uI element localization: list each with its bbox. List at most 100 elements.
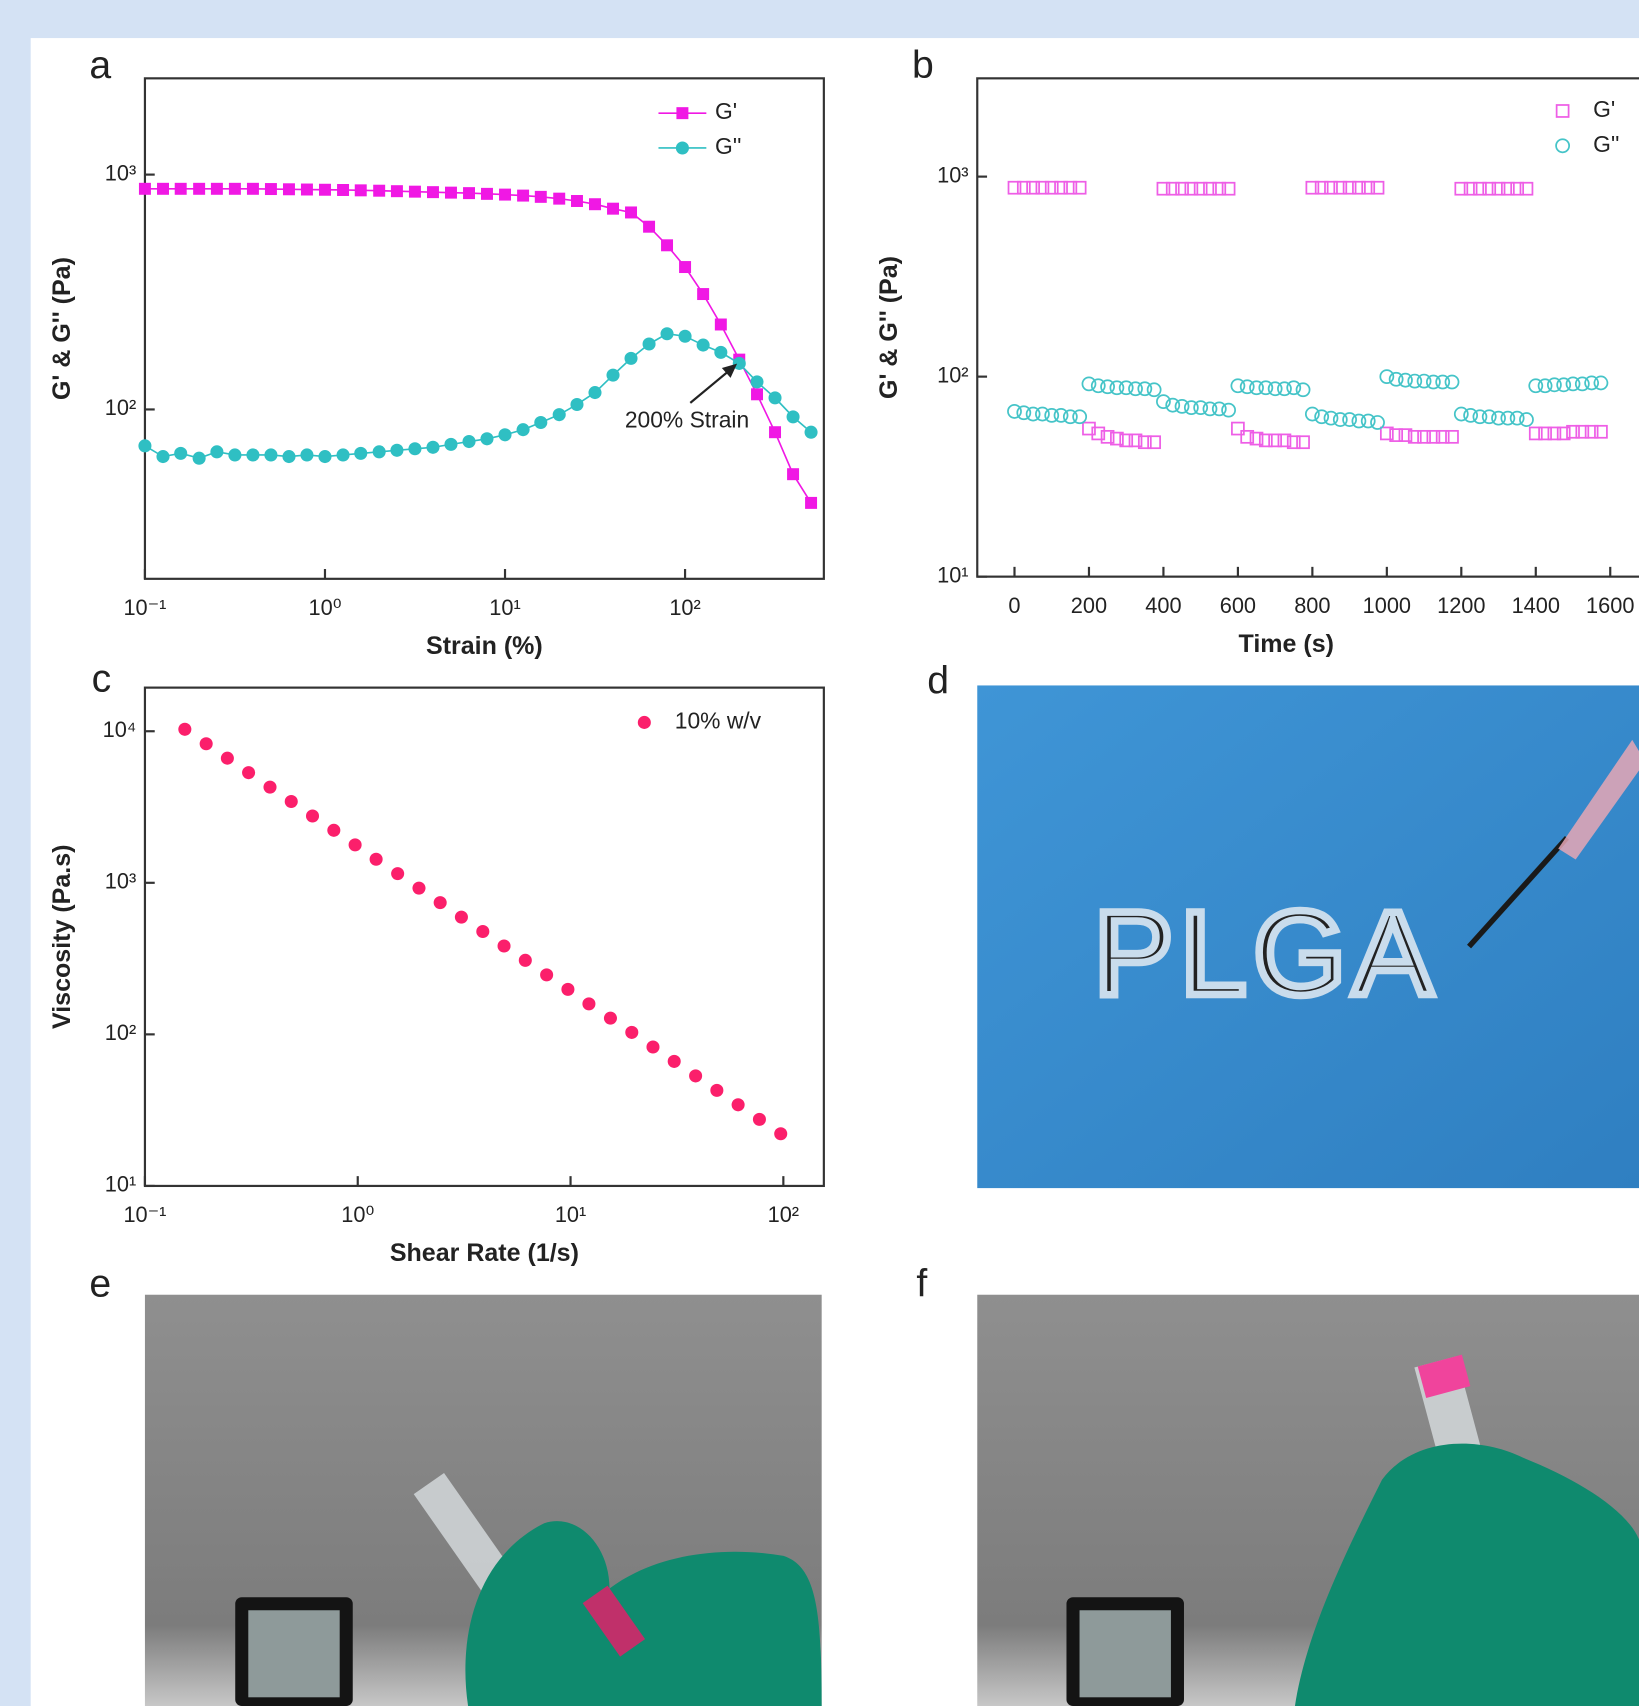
x-tick-label: 1000 bbox=[1363, 593, 1411, 618]
data-point bbox=[390, 444, 403, 457]
data-point bbox=[643, 337, 656, 350]
annotation: 200% Strain bbox=[625, 406, 749, 432]
data-point bbox=[805, 497, 817, 509]
data-point bbox=[282, 450, 295, 463]
data-point bbox=[499, 189, 511, 201]
data-point bbox=[534, 416, 547, 429]
data-point bbox=[805, 426, 818, 439]
data-point bbox=[327, 824, 340, 837]
data-point bbox=[301, 184, 313, 196]
data-point bbox=[175, 183, 187, 195]
figure: d PLGA e f a10⁻¹10⁰10¹10²10²10³Strain (%… bbox=[0, 0, 1639, 1706]
data-point bbox=[265, 183, 277, 195]
data-point bbox=[228, 448, 241, 461]
data-point bbox=[306, 809, 319, 822]
x-tick-label: 10⁻¹ bbox=[123, 1202, 166, 1227]
data-point bbox=[714, 346, 727, 359]
data-point bbox=[444, 438, 457, 451]
data-point bbox=[391, 185, 403, 197]
y-tick-label: 10¹ bbox=[105, 1172, 136, 1197]
legend-label: G'' bbox=[715, 133, 741, 159]
data-point bbox=[193, 183, 205, 195]
data-point bbox=[264, 448, 277, 461]
data-point bbox=[319, 184, 331, 196]
photo-d: d PLGA bbox=[927, 660, 1639, 1188]
data-point bbox=[604, 1012, 617, 1025]
data-point bbox=[769, 391, 782, 404]
x-tick-label: 200 bbox=[1071, 593, 1107, 618]
y-tick-label: 10² bbox=[105, 395, 136, 420]
panel-label: b bbox=[912, 44, 934, 87]
data-point bbox=[427, 186, 439, 198]
legend-label: 10% w/v bbox=[675, 707, 762, 733]
panel-label: f bbox=[916, 1262, 927, 1305]
data-point bbox=[517, 190, 529, 202]
data-point bbox=[445, 187, 457, 199]
data-point bbox=[540, 968, 553, 981]
data-point bbox=[178, 723, 191, 736]
data-point bbox=[553, 193, 565, 205]
data-point bbox=[774, 1127, 787, 1140]
panel-label: c bbox=[92, 657, 112, 700]
x-tick-label: 1600 bbox=[1586, 593, 1634, 618]
data-point bbox=[300, 448, 313, 461]
panel-label: e bbox=[89, 1262, 111, 1305]
y-axis-label: Viscosity (Pa.s) bbox=[48, 845, 76, 1029]
y-tick-label: 10³ bbox=[105, 869, 136, 894]
data-point bbox=[589, 198, 601, 210]
data-point bbox=[643, 221, 655, 233]
y-axis-label: G' & G'' (Pa) bbox=[48, 257, 76, 400]
data-point bbox=[679, 261, 691, 273]
data-point bbox=[769, 426, 781, 438]
x-tick-label: 10⁰ bbox=[341, 1202, 374, 1227]
data-point bbox=[373, 185, 385, 197]
x-tick-label: 10² bbox=[669, 595, 700, 620]
legend-label: G' bbox=[715, 98, 737, 124]
y-axis-label: G' & G'' (Pa) bbox=[875, 256, 903, 399]
legend-marker bbox=[676, 141, 689, 154]
data-point bbox=[462, 435, 475, 448]
y-tick-label: 10³ bbox=[105, 160, 136, 185]
data-point bbox=[246, 448, 259, 461]
x-tick-label: 10⁰ bbox=[309, 595, 342, 620]
x-tick-label: 10⁻¹ bbox=[123, 595, 166, 620]
data-point bbox=[263, 781, 276, 794]
data-point bbox=[247, 183, 259, 195]
data-point bbox=[625, 1026, 638, 1039]
thermometer-display bbox=[1080, 1610, 1171, 1697]
data-point bbox=[571, 195, 583, 207]
data-point bbox=[732, 1098, 745, 1111]
data-point bbox=[156, 450, 169, 463]
data-point bbox=[753, 1113, 766, 1126]
data-point bbox=[661, 327, 674, 340]
data-point bbox=[606, 369, 619, 382]
data-point bbox=[750, 375, 763, 388]
x-tick-label: 600 bbox=[1220, 593, 1256, 618]
data-point bbox=[570, 398, 583, 411]
data-point bbox=[668, 1055, 681, 1068]
legend-label: G'' bbox=[1593, 131, 1619, 157]
x-tick-label: 800 bbox=[1294, 593, 1330, 618]
x-tick-label: 0 bbox=[1008, 593, 1020, 618]
data-point bbox=[283, 183, 295, 195]
data-point bbox=[211, 183, 223, 195]
data-point bbox=[498, 939, 511, 952]
x-axis-label: Time (s) bbox=[1239, 630, 1334, 658]
data-point bbox=[519, 954, 532, 967]
x-tick-label: 10¹ bbox=[489, 595, 520, 620]
data-point bbox=[349, 838, 362, 851]
photo-f: f bbox=[916, 1262, 1639, 1706]
data-point bbox=[285, 795, 298, 808]
data-point bbox=[193, 452, 206, 465]
data-point bbox=[679, 330, 692, 343]
y-tick-label: 10⁴ bbox=[103, 717, 137, 742]
x-tick-label: 10² bbox=[768, 1202, 799, 1227]
x-tick-label: 400 bbox=[1145, 593, 1181, 618]
data-point bbox=[426, 441, 439, 454]
data-point bbox=[535, 191, 547, 203]
data-point bbox=[373, 445, 386, 458]
data-point bbox=[463, 187, 475, 199]
photo-e: e bbox=[89, 1262, 821, 1706]
data-point bbox=[625, 206, 637, 218]
y-tick-label: 10² bbox=[937, 362, 968, 387]
